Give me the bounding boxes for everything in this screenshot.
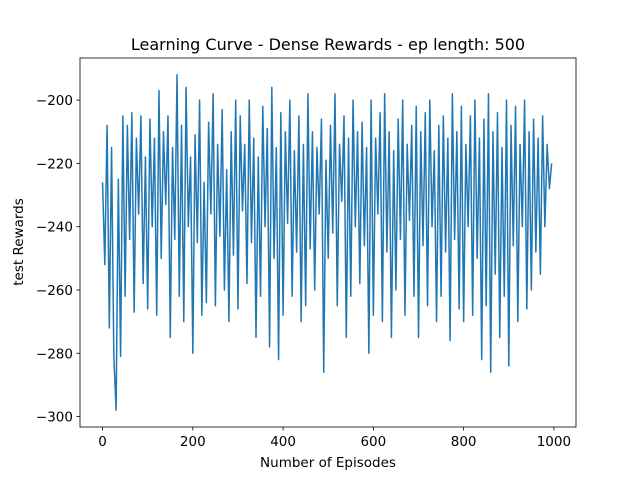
x-tick-label: 200 [180, 434, 206, 450]
y-tick-label: −260 [36, 283, 73, 299]
x-tick-label: 600 [360, 434, 386, 450]
y-tick-label: −280 [36, 346, 73, 362]
x-tick-label: 400 [270, 434, 296, 450]
y-tick-label: −200 [36, 93, 73, 109]
y-axis-label: test Rewards [11, 198, 27, 286]
data-line [101, 74, 553, 411]
y-tick-label: −220 [36, 156, 73, 172]
axes-frame [79, 57, 577, 428]
x-tick-label: 0 [98, 434, 107, 450]
chart-title: Learning Curve - Dense Rewards - ep leng… [131, 35, 525, 54]
x-tick-label: 800 [451, 434, 477, 450]
y-tick-label: −240 [36, 220, 73, 236]
x-tick-label: 1000 [537, 434, 571, 450]
x-axis-label: Number of Episodes [260, 455, 396, 471]
y-tick-label: −300 [36, 410, 73, 426]
